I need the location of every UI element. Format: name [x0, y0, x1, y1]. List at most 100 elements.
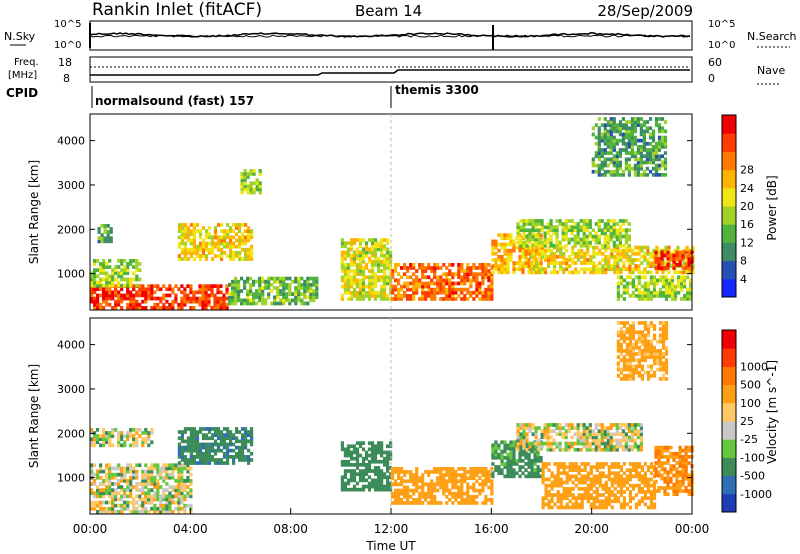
echo-cell — [370, 241, 375, 245]
echo-cell — [250, 251, 254, 255]
echo-cell — [666, 266, 670, 270]
echo-cell — [559, 471, 563, 476]
echo-cell — [117, 265, 121, 269]
echo-cell — [615, 123, 619, 127]
echo-cell — [427, 491, 431, 496]
echo-cell — [120, 274, 124, 279]
echo-cell — [219, 257, 224, 261]
echo-cell — [586, 477, 590, 482]
echo-cell — [633, 426, 637, 430]
echo-cell — [597, 117, 601, 121]
echo-cell — [646, 468, 651, 472]
echo-cell — [150, 479, 154, 483]
echo-cell — [162, 479, 166, 483]
echo-cell — [394, 297, 398, 301]
echo-cell — [466, 482, 470, 487]
echo-cell — [105, 472, 109, 477]
echo-cell — [500, 236, 504, 241]
echo-cell — [564, 222, 568, 226]
echo-cell — [240, 190, 244, 195]
echo-cell — [663, 166, 668, 171]
echo-cell — [681, 250, 685, 255]
echo-cell — [621, 173, 625, 177]
echo-cell — [213, 306, 217, 310]
echo-cell — [90, 293, 94, 298]
echo-cell — [601, 267, 605, 272]
echo-cell — [355, 294, 360, 298]
echo-cell — [343, 453, 347, 458]
echo-cell — [147, 296, 151, 301]
echo-cell — [285, 283, 289, 287]
echo-cell — [634, 287, 638, 292]
echo-cell — [630, 126, 634, 131]
echo-cell — [144, 437, 148, 441]
echo-cell — [652, 358, 657, 363]
echo-cell — [509, 462, 513, 466]
echo-cell — [588, 219, 592, 223]
echo-cell — [556, 468, 560, 472]
echo-cell — [111, 488, 115, 492]
echo-cell — [660, 461, 664, 465]
echo-cell — [377, 469, 381, 473]
echo-cell — [216, 445, 221, 450]
echo-cell — [571, 270, 575, 275]
echo-cell — [565, 248, 569, 253]
echo-cell — [678, 461, 682, 465]
echo-cell — [530, 465, 534, 469]
echo-cell — [132, 503, 136, 508]
echo-cell — [111, 443, 115, 448]
echo-cell — [637, 294, 641, 298]
echo-cell — [219, 430, 224, 434]
echo-cell — [646, 294, 651, 298]
echo-cell — [643, 245, 647, 250]
echo-cell — [412, 501, 416, 505]
echo-cell — [589, 477, 593, 482]
echo-cell — [361, 250, 366, 255]
echo-cell — [516, 432, 520, 437]
echo-cell — [380, 487, 384, 492]
echo-cell — [247, 247, 251, 252]
echo-cell — [346, 481, 351, 486]
echo-cell — [183, 229, 187, 233]
echo-cell — [607, 499, 611, 504]
echo-cell — [102, 494, 106, 499]
echo-cell — [550, 258, 554, 262]
echo-cell — [524, 261, 528, 265]
echo-cell — [622, 324, 626, 328]
nave-label: Nave — [757, 64, 785, 77]
echo-cell — [472, 476, 476, 480]
echo-cell — [250, 257, 254, 261]
echo-cell — [637, 364, 641, 369]
echo-cell — [509, 446, 513, 451]
echo-cell — [250, 247, 254, 252]
echo-cell — [689, 281, 693, 286]
echo-cell — [643, 258, 647, 262]
echo-cell — [180, 458, 184, 462]
echo-cell — [597, 132, 601, 137]
echo-cell — [546, 225, 550, 229]
echo-cell — [192, 430, 196, 434]
echo-cell — [349, 269, 354, 273]
echo-cell — [367, 466, 372, 470]
echo-cell — [370, 456, 375, 461]
echo-cell — [648, 151, 653, 155]
echo-cell — [646, 261, 650, 265]
echo-cell — [540, 225, 544, 229]
echo-cell — [639, 173, 643, 177]
echo-cell — [642, 141, 646, 146]
echo-cell — [582, 225, 586, 229]
echo-cell — [648, 154, 653, 159]
echo-cell — [235, 439, 239, 444]
echo-cell — [114, 306, 118, 310]
echo-cell — [258, 286, 262, 290]
echo-cell — [276, 286, 280, 290]
echo-cell — [654, 473, 658, 478]
echo-cell — [682, 270, 686, 275]
echo-cell — [597, 228, 601, 233]
echo-cell — [619, 505, 623, 510]
echo-cell — [383, 266, 387, 270]
echo-cell — [373, 481, 378, 486]
echo-cell — [153, 482, 157, 486]
echo-cell — [349, 294, 354, 298]
